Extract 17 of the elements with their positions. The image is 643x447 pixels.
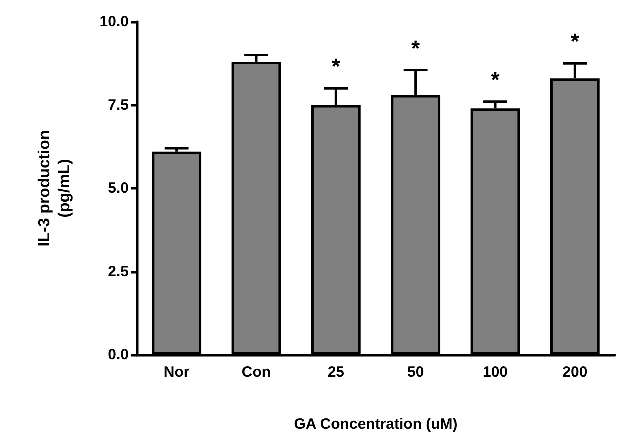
x-axis-title: GA Concentration (uM) xyxy=(294,416,458,433)
data-label: * xyxy=(570,29,580,54)
data-label: * xyxy=(332,54,341,80)
x-tick-label: 25 xyxy=(328,364,345,381)
y-tick-label: 5.0 xyxy=(108,180,129,197)
x-tick-label: 100 xyxy=(482,364,508,381)
y-tick-label: 10.0 xyxy=(100,14,129,30)
y-tick-label: 2.5 xyxy=(108,263,129,280)
x-tick-label: Nor xyxy=(164,364,190,381)
y-tick-label: 0.0 xyxy=(108,346,129,364)
data-label: * xyxy=(491,67,500,92)
x-tick-label: 50 xyxy=(407,364,424,381)
data-label: * xyxy=(412,36,421,61)
y-axis-title: IL-3 production (pg/mL) xyxy=(36,130,74,247)
x-tick-label: Con xyxy=(242,364,272,381)
x-tick-label: 200 xyxy=(562,364,588,381)
y-tick-label: 7.5 xyxy=(108,96,129,114)
